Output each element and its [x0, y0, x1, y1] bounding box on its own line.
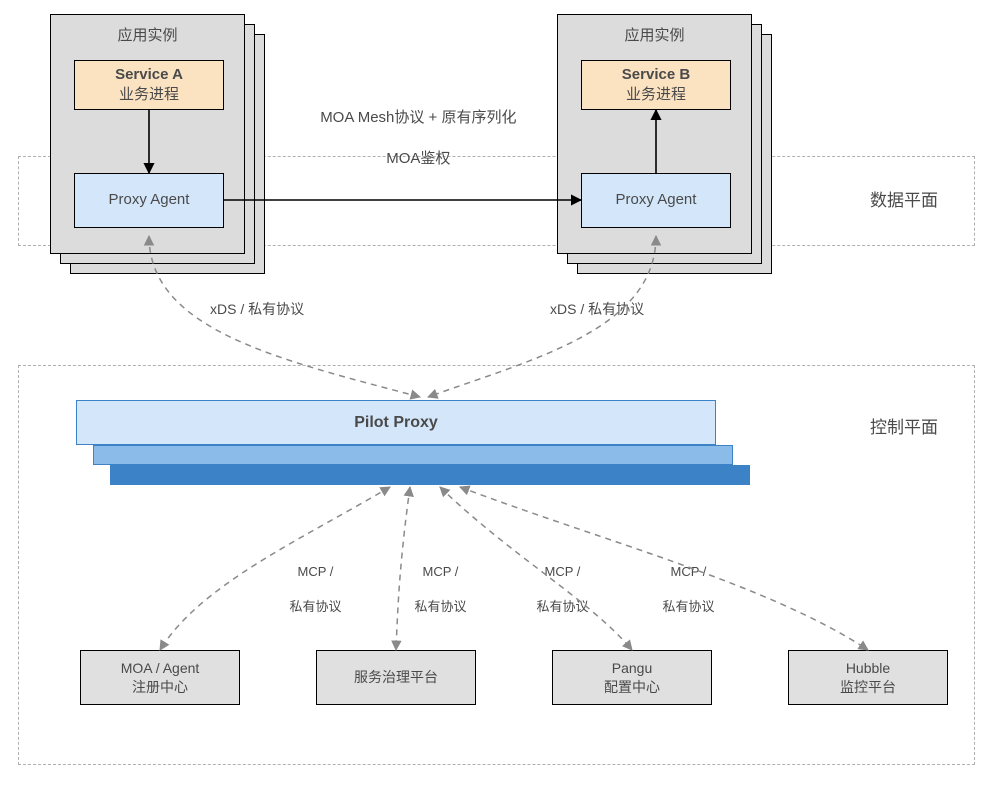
mcp-label-4: MCP / 私有协议	[648, 545, 714, 633]
moa-mesh-label: MOA Mesh协议 + 原有序列化 MOA鉴权	[275, 88, 545, 189]
component-moa-agent-line2: 注册中心	[132, 678, 188, 697]
component-moa-agent: MOA / Agent 注册中心	[80, 650, 240, 705]
component-service-gov-line1: 服务治理平台	[354, 668, 438, 687]
moa-mesh-line2: MOA鉴权	[386, 150, 450, 167]
component-pangu: Pangu 配置中心	[552, 650, 712, 705]
service-b-line2: 业务进程	[626, 85, 686, 105]
proxy-agent-b-label: Proxy Agent	[616, 190, 697, 210]
moa-mesh-line1: MOA Mesh协议 + 原有序列化	[320, 109, 516, 126]
mcp-label-3: MCP / 私有协议	[522, 545, 588, 633]
component-hubble-line1: Hubble	[846, 659, 890, 678]
app-right-title: 应用实例	[557, 26, 752, 46]
component-hubble: Hubble 监控平台	[788, 650, 948, 705]
component-moa-agent-line1: MOA / Agent	[121, 659, 200, 678]
component-service-gov: 服务治理平台	[316, 650, 476, 705]
mcp-label-1: MCP / 私有协议	[275, 545, 341, 633]
xds-left-label: xDS / 私有协议	[210, 300, 304, 319]
pilot-layer-middle	[93, 445, 733, 465]
service-a-line1: Service A	[115, 65, 183, 85]
component-pangu-line2: 配置中心	[604, 678, 660, 697]
control-plane-label: 控制平面	[870, 417, 938, 440]
proxy-agent-b-box: Proxy Agent	[581, 173, 731, 228]
pilot-proxy-label: Pilot Proxy	[354, 414, 438, 432]
xds-right-label: xDS / 私有协议	[550, 300, 644, 319]
proxy-agent-a-label: Proxy Agent	[109, 190, 190, 210]
service-a-line2: 业务进程	[119, 85, 179, 105]
mcp-label-2: MCP / 私有协议	[400, 545, 466, 633]
diagram-stage: 数据平面 应用实例 Service A 业务进程 Proxy Agent 应用实…	[0, 0, 1000, 785]
proxy-agent-a-box: Proxy Agent	[74, 173, 224, 228]
app-left-title: 应用实例	[50, 26, 245, 46]
component-pangu-line1: Pangu	[612, 659, 652, 678]
service-b-box: Service B 业务进程	[581, 60, 731, 110]
data-plane-label: 数据平面	[870, 190, 938, 213]
pilot-layer-top: Pilot Proxy	[76, 400, 716, 445]
component-hubble-line2: 监控平台	[840, 678, 896, 697]
pilot-layer-bottom	[110, 465, 750, 485]
service-b-line1: Service B	[622, 65, 690, 85]
service-a-box: Service A 业务进程	[74, 60, 224, 110]
